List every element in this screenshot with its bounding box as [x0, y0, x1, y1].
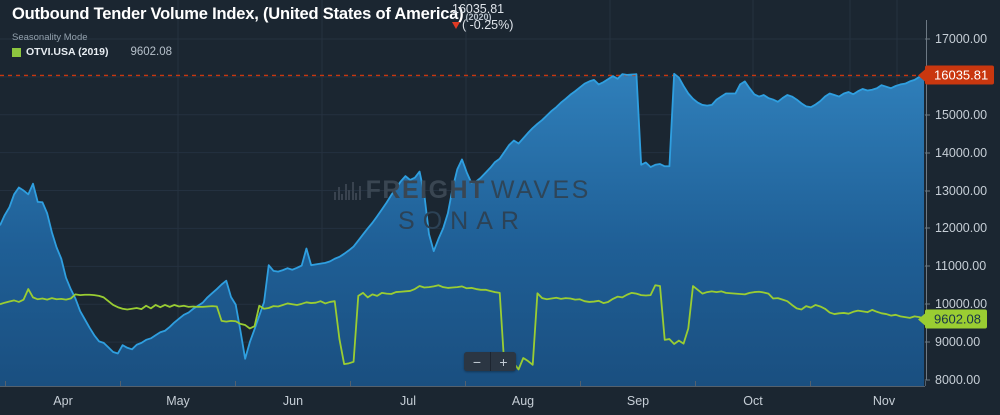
x-tick-label: Apr [53, 394, 73, 408]
chart-canvas [0, 0, 925, 386]
zoom-controls[interactable]: − + [464, 352, 516, 371]
x-tick-mark [120, 381, 121, 386]
legend[interactable]: OTVI.USA (2019) 9602.08 [12, 46, 172, 58]
x-axis-line [0, 386, 925, 387]
zoom-out-button[interactable]: − [464, 352, 490, 371]
y-tick-label: 13000.00 [935, 183, 988, 198]
plot-area[interactable] [0, 0, 925, 386]
x-tick-label: Oct [743, 394, 763, 408]
y-tick-mark [925, 379, 930, 381]
legend-swatch-2019 [12, 47, 21, 57]
x-tick-mark [5, 381, 6, 386]
y-tick-label: 9000.00 [935, 335, 981, 350]
x-tick-mark [580, 381, 581, 386]
y-tick-mark [925, 190, 930, 192]
y-tick-label: 8000.00 [935, 373, 981, 387]
y-tick-label: 14000.00 [935, 145, 988, 160]
x-tick-label: Nov [872, 394, 896, 408]
y-tick-mark [925, 303, 930, 305]
x-tick-mark [925, 381, 926, 386]
series-2020-line [0, 72, 925, 360]
current-value-badge-2020: 16035.81 [925, 65, 995, 85]
current-value-badge-2019: 9602.08 [925, 309, 987, 329]
y-tick-label: 12000.00 [935, 221, 988, 236]
y-tick-label: 17000.00 [935, 31, 988, 46]
x-tick-label: Sep [626, 394, 650, 408]
y-tick-mark [925, 114, 930, 116]
y-tick-mark [925, 152, 930, 154]
series-2019-line [0, 284, 925, 371]
y-tick-mark [925, 227, 930, 229]
y-tick-mark [925, 265, 930, 267]
y-tick-label: 11000.00 [935, 259, 987, 274]
x-tick-label: Jul [400, 394, 416, 408]
x-tick-label: Jun [282, 394, 304, 408]
series-2020-area [0, 73, 924, 386]
y-tick-label: 10000.00 [935, 297, 988, 312]
x-tick-label: Aug [511, 394, 535, 408]
x-tick-mark [695, 381, 696, 386]
legend-series-value: 9602.08 [130, 46, 173, 58]
y-tick-label: 15000.00 [935, 107, 988, 122]
x-tick-label: May [166, 394, 190, 408]
y-axis: 8000.00 9000.00 10000.00 11000.00 12000.00 13… [925, 0, 1000, 415]
x-tick-mark [465, 381, 466, 386]
y-tick-mark [925, 38, 930, 40]
y-tick-mark [925, 341, 930, 343]
x-tick-mark [810, 381, 811, 386]
y-axis-line [926, 20, 927, 380]
x-axis: Apr May Jun Jul Aug Sep Oct Nov [0, 381, 926, 415]
legend-series-name: OTVI.USA (2019) [26, 46, 109, 58]
x-tick-mark [350, 381, 351, 386]
x-tick-mark [235, 381, 236, 386]
zoom-in-button[interactable]: + [490, 352, 516, 371]
